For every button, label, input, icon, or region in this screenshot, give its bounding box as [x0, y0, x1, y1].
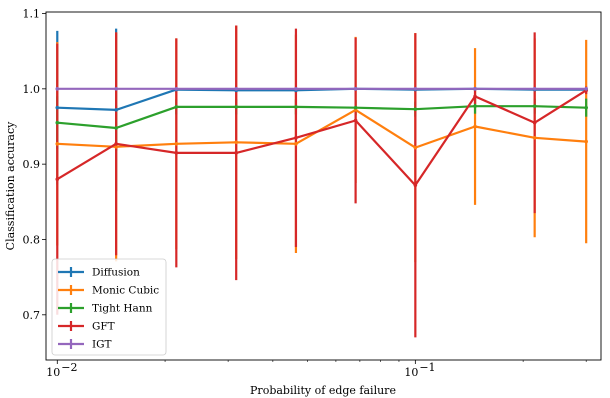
legend-box [51, 258, 167, 356]
y-tick-label: 1.1 [23, 8, 41, 21]
data-point [234, 151, 239, 155]
data-point [234, 87, 239, 91]
series-monic-cubic [56, 25, 588, 263]
data-point [413, 107, 418, 111]
series-line [57, 108, 587, 149]
data-point [55, 120, 60, 125]
data-point [294, 105, 298, 109]
x-tick-exponent: −1 [419, 361, 435, 374]
series-line-monic-cubic [55, 108, 588, 150]
series-tight-hann [56, 96, 588, 151]
legend-label: Tight Hann [92, 303, 153, 315]
data-point [114, 142, 118, 146]
data-point [413, 183, 418, 188]
data-point [174, 105, 179, 109]
data-point [174, 142, 179, 146]
data-point [174, 87, 179, 91]
series-line-igt [55, 87, 588, 91]
data-point [532, 87, 537, 91]
y-axis-label: Classification accuracy [4, 121, 17, 250]
y-tick-label: 1.0 [23, 83, 41, 96]
data-point [234, 140, 239, 145]
x-axis: 10 −2 10 −1 [46, 360, 587, 379]
y-axis: 0.7 0.8 0.9 1.0 1.1 [23, 8, 46, 322]
data-point [473, 124, 477, 129]
legend-item: Diffusion [58, 267, 140, 279]
series-line [57, 105, 587, 130]
series-line [56, 89, 587, 187]
data-point [413, 87, 418, 91]
y-tick-label: 0.7 [23, 309, 41, 322]
data-point [294, 87, 298, 91]
legend-item: GFT [58, 321, 115, 333]
data-point [174, 151, 179, 155]
legend-item: Tight Hann [58, 303, 153, 315]
data-point [353, 87, 358, 91]
x-tick-exponent: −2 [61, 361, 77, 374]
data-point [532, 120, 537, 125]
data-point [55, 177, 60, 182]
legend-label: Diffusion [92, 267, 140, 279]
data-point [584, 139, 588, 144]
data-point [532, 135, 537, 140]
data-point [234, 105, 239, 109]
data-point [473, 104, 477, 108]
data-point [532, 104, 537, 108]
data-point [584, 87, 588, 91]
series-layer [55, 25, 588, 338]
data-point [353, 105, 358, 110]
x-tick-label: 10 [404, 366, 418, 379]
data-point [114, 145, 118, 149]
legend-label: Monic Cubic [92, 285, 159, 297]
y-tick-label: 0.9 [23, 158, 41, 171]
data-point [55, 105, 60, 110]
data-point [114, 108, 118, 112]
data-point [55, 142, 60, 146]
data-point [114, 87, 118, 91]
data-point [473, 87, 477, 91]
x-axis-label: Probability of edge failure [250, 384, 396, 397]
data-point [294, 135, 298, 140]
data-point [473, 94, 477, 99]
data-point [353, 118, 358, 123]
data-point [114, 126, 118, 130]
legend-label: IGT [92, 339, 112, 351]
data-point [413, 145, 418, 150]
legend-item: IGT [58, 339, 112, 351]
legend: Diffusion Monic Cubic Tight Hann GFT IGT [51, 258, 167, 356]
data-point [55, 87, 60, 91]
y-tick-label: 0.8 [23, 233, 41, 246]
x-tick-label: 10 [46, 366, 60, 379]
data-point [584, 105, 588, 110]
plot-frame [45, 11, 602, 361]
data-point [294, 142, 298, 146]
series-line-tight-hann [55, 104, 588, 130]
legend-label: GFT [92, 321, 115, 333]
legend-item: Monic Cubic [58, 285, 159, 297]
